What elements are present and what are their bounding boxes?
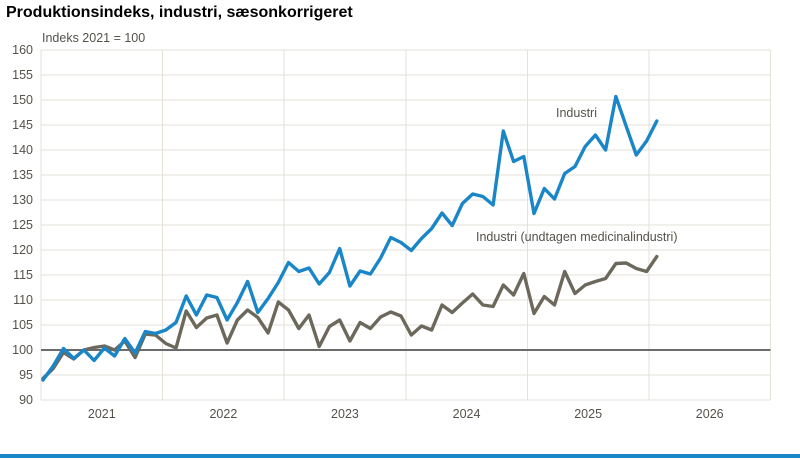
y-tick-label: 120 xyxy=(12,243,33,257)
y-tick-label: 135 xyxy=(12,168,33,182)
series-label-ex-medicinal: Industri (undtagen medicinalindustri) xyxy=(476,230,678,244)
y-tick-label: 125 xyxy=(12,218,33,232)
page-title: Produktionsindeks, industri, sæsonkorrig… xyxy=(6,4,353,21)
y-tick-label: 115 xyxy=(13,268,33,282)
x-tick-label: 2025 xyxy=(574,407,603,421)
y-tick-label: 100 xyxy=(12,343,33,357)
gridlines xyxy=(40,49,771,401)
x-tick-label: 2023 xyxy=(331,407,359,421)
x-tick-label: 2021 xyxy=(87,407,116,421)
y-tick-label: 155 xyxy=(12,68,33,82)
y-tick-label: 105 xyxy=(12,318,33,332)
y-tick-label: 150 xyxy=(12,93,33,107)
y-tick-label: 145 xyxy=(12,118,33,132)
y-tick-label: 130 xyxy=(12,193,33,207)
axis-unit-label: Indeks 2021 = 100 xyxy=(42,31,146,45)
x-tick-label: 2024 xyxy=(452,407,481,421)
y-tick-label: 140 xyxy=(12,143,33,157)
y-tick-label: 90 xyxy=(19,393,33,407)
series-label-industri: Industri xyxy=(556,106,597,120)
x-tick-label: 2022 xyxy=(209,407,238,421)
series-line-industri xyxy=(41,94,659,382)
y-tick-label: 160 xyxy=(12,43,33,57)
x-tick-label: 2026 xyxy=(695,407,724,421)
footer-accent-bar xyxy=(0,454,800,458)
y-tick-label: 95 xyxy=(19,368,33,382)
y-tick-label: 110 xyxy=(13,293,33,307)
series-lines xyxy=(41,94,659,382)
